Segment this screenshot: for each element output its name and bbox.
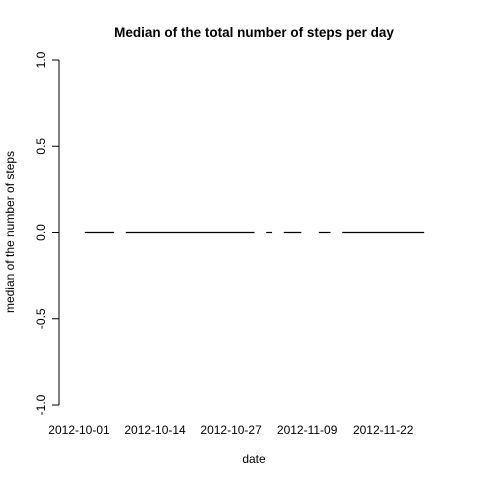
y-tick-label: 0.0: [34, 224, 48, 241]
x-tick-label: 2012-10-14: [124, 423, 186, 437]
x-tick-label: 2012-10-27: [200, 423, 262, 437]
x-tick-label: 2012-11-09: [277, 423, 338, 437]
y-axis-ticks: -1.0 -0.5 0.0 0.5 1.0: [34, 51, 59, 415]
y-tick-label: -0.5: [34, 308, 48, 329]
y-tick-label: 1.0: [34, 51, 48, 68]
y-tick-label: -1.0: [34, 394, 48, 415]
x-tick-label: 2012-10-01: [48, 423, 110, 437]
x-axis-label: date: [242, 452, 266, 466]
chart-title: Median of the total number of steps per …: [114, 25, 394, 40]
y-tick-label: 0.5: [34, 138, 48, 155]
x-axis-ticks: 2012-10-01 2012-10-14 2012-10-27 2012-11-09…: [48, 423, 413, 437]
y-axis-label: median of the number of steps: [3, 151, 17, 313]
x-tick-label: 2012-11-22: [353, 423, 414, 437]
